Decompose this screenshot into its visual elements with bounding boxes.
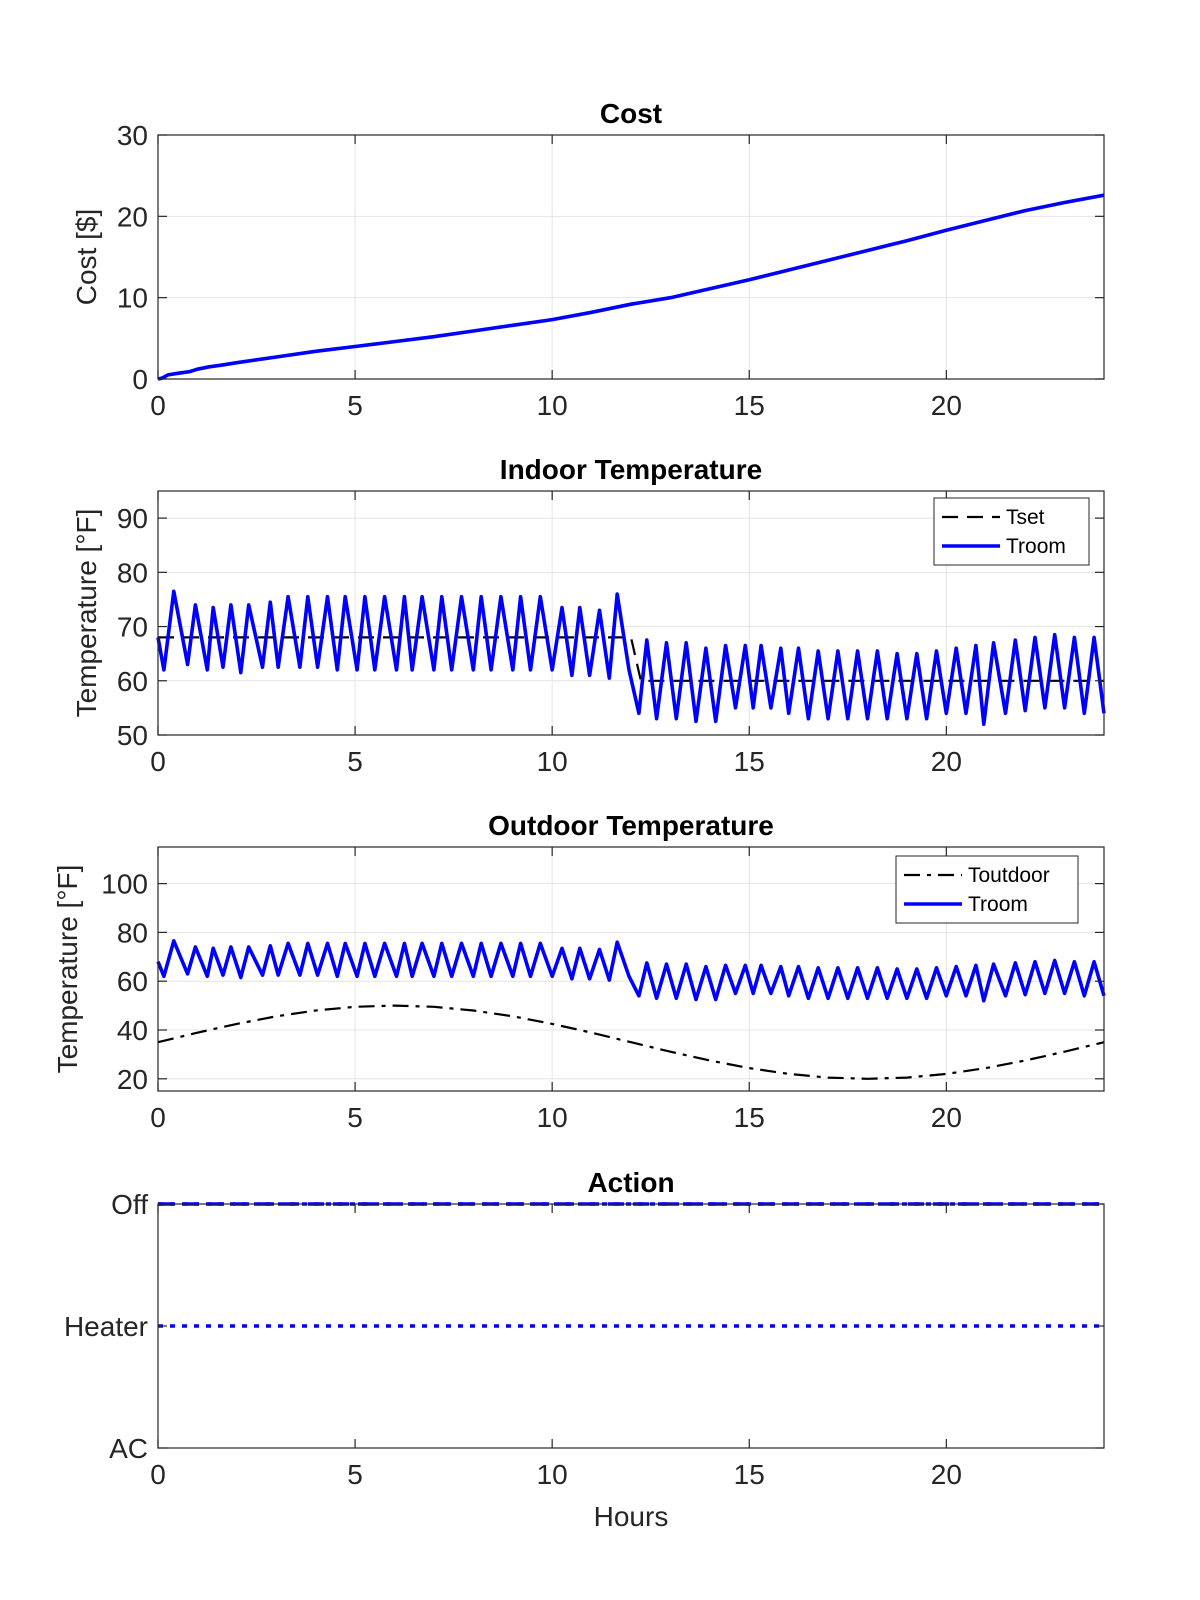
y-tick-label: 30	[117, 120, 148, 151]
y-tick-label: 60	[117, 966, 148, 997]
series-line-toutdoor	[157, 1004, 1105, 1080]
axes-frame	[157, 846, 1105, 1092]
y-axis-label: Temperature [°F]	[71, 509, 102, 718]
legend-box	[933, 497, 1090, 566]
y-tick-label: 20	[117, 201, 148, 232]
y-tick-label: Off	[111, 1189, 148, 1220]
x-tick-label: 20	[931, 1102, 962, 1133]
subplot-action: 0 5 10 15 20 AC Heater Off Action Hours	[64, 1167, 1105, 1532]
x-tick-label: 5	[347, 390, 363, 421]
subplot-title: Action	[587, 1167, 674, 1198]
x-tick-label: 10	[537, 746, 568, 777]
subplot-title: Outdoor Temperature	[488, 810, 774, 841]
legend: Tset Troom	[933, 497, 1090, 566]
x-tick-label: 10	[537, 1459, 568, 1490]
y-tick-label: 80	[117, 557, 148, 588]
y-tick-label: 10	[117, 283, 148, 314]
y-tick-label: 70	[117, 612, 148, 643]
x-tick-label: 20	[931, 390, 962, 421]
axes-frame	[157, 134, 1105, 380]
x-tick-label: 15	[734, 1459, 765, 1490]
subplot-title: Indoor Temperature	[500, 454, 762, 485]
y-tick-label: 40	[117, 1015, 148, 1046]
y-tick-label: 90	[117, 503, 148, 534]
series-line-troom	[156, 939, 1106, 1003]
x-tick-label: 15	[734, 746, 765, 777]
subplot-title: Cost	[600, 98, 662, 129]
x-tick-label: 0	[150, 746, 166, 777]
legend-label: Troom	[968, 893, 1028, 916]
subplot-indoor: 0 5 10 15 20 50 60 70 80 90 Indoor Temperature Temp…	[71, 454, 1106, 777]
x-tick-label: 0	[150, 1459, 166, 1490]
y-tick-label: 60	[117, 666, 148, 697]
x-tick-label: 5	[347, 746, 363, 777]
series-line-cost-0	[157, 193, 1105, 381]
y-axis-label: Cost [$]	[71, 209, 102, 305]
subplot-outdoor: 0 5 10 15 20 20 40 60 80 100 Outdoor Temperature Te…	[52, 810, 1106, 1133]
subplot-cost: 0 5 10 15 20 0 10 20 30 Cost Cost [$]	[71, 98, 1105, 421]
legend-box	[895, 855, 1079, 924]
legend-label: Toutdoor	[968, 864, 1050, 887]
x-tick-label: 10	[537, 1102, 568, 1133]
x-tick-label: 20	[931, 746, 962, 777]
y-tick-label: AC	[109, 1433, 148, 1464]
legend: Toutdoor Troom	[895, 855, 1079, 924]
x-tick-label: 15	[734, 390, 765, 421]
legend-label: Troom	[1006, 535, 1066, 558]
x-tick-label: 10	[537, 390, 568, 421]
y-tick-label: 20	[117, 1064, 148, 1095]
y-tick-label: 80	[117, 917, 148, 948]
x-tick-label: 0	[150, 390, 166, 421]
y-tick-label: 50	[117, 720, 148, 751]
legend-label: Tset	[1006, 506, 1045, 529]
plot-area	[158, 135, 1104, 379]
y-tick-label: 0	[132, 364, 148, 395]
x-tick-label: 5	[347, 1102, 363, 1133]
x-tick-label: 15	[734, 1102, 765, 1133]
x-tick-label: 20	[931, 1459, 962, 1490]
axes-frame	[157, 490, 1105, 736]
x-tick-label: 0	[150, 1102, 166, 1133]
series-line-tset	[158, 636, 1104, 682]
x-axis-label: Hours	[594, 1501, 669, 1532]
y-axis-label: Temperature [°F]	[52, 865, 83, 1074]
y-tick-label: Heater	[64, 1311, 148, 1342]
series-line-troom	[156, 589, 1106, 727]
x-tick-label: 5	[347, 1459, 363, 1490]
y-tick-label: 100	[101, 869, 148, 900]
